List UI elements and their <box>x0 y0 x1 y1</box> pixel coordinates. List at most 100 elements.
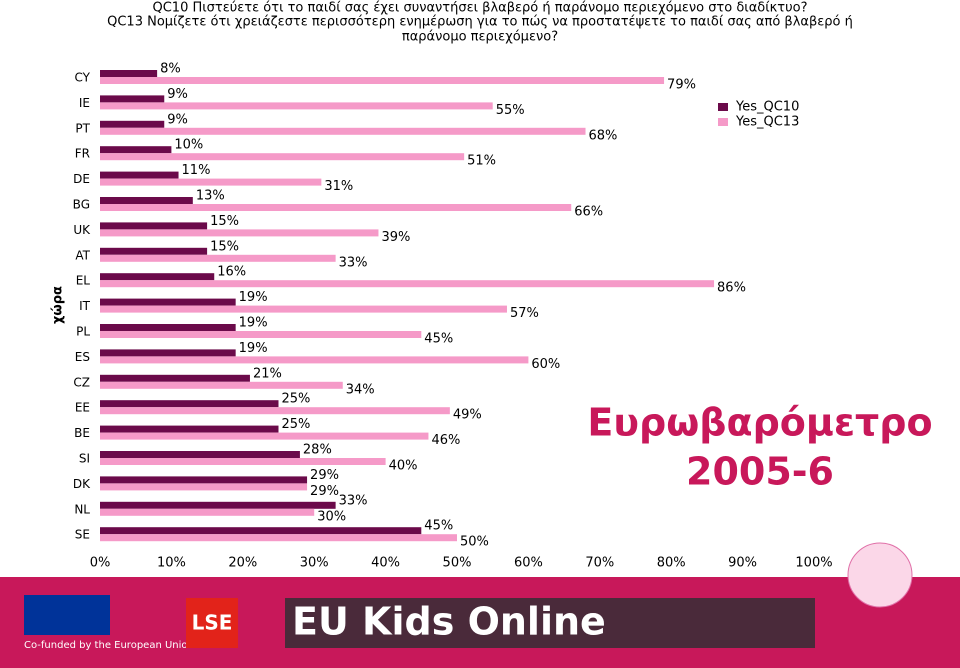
value-label: 29% <box>310 468 339 483</box>
y-tick-label: BG <box>73 198 90 212</box>
eu-flag <box>24 595 110 635</box>
bar <box>100 178 322 186</box>
bar <box>100 204 572 211</box>
bar <box>100 400 279 408</box>
bar <box>100 527 422 535</box>
bar <box>100 95 165 103</box>
legend-label: Yes_QC13 <box>735 115 799 130</box>
bar <box>100 305 507 313</box>
y-tick-label: IE <box>79 96 90 110</box>
y-tick-label: UK <box>73 223 91 237</box>
value-label: 29% <box>310 484 339 499</box>
bar <box>100 222 208 230</box>
y-tick-label: IT <box>79 299 91 313</box>
y-tick-label: EE <box>75 401 90 415</box>
bar <box>100 508 315 516</box>
bar <box>100 476 308 484</box>
x-tick-label: 60% <box>514 556 543 571</box>
value-label: 25% <box>282 417 311 432</box>
value-label: 21% <box>253 366 282 381</box>
bar <box>100 458 386 465</box>
lse-logo <box>186 598 238 648</box>
y-tick-label: NL <box>74 502 90 516</box>
x-tick-label: 80% <box>657 556 686 571</box>
value-label: 25% <box>282 392 311 407</box>
y-tick-label: FR <box>75 147 90 161</box>
y-tick-label: PL <box>76 325 90 339</box>
x-tick-label: 50% <box>443 556 472 571</box>
bar <box>100 298 236 306</box>
title-line: παράνομο περιεχόμενο? <box>402 30 558 45</box>
value-label: 45% <box>424 519 453 534</box>
eu-text: Co-funded by the European Union <box>24 640 194 651</box>
value-label: 79% <box>667 78 696 93</box>
y-tick-label: ES <box>75 350 90 364</box>
bar <box>100 381 343 389</box>
y-tick-label: BE <box>74 426 90 440</box>
bar <box>100 356 529 364</box>
bar <box>100 425 279 433</box>
bar <box>100 451 300 458</box>
value-label: 66% <box>574 205 603 220</box>
cartoon-girl <box>847 542 913 608</box>
bar <box>100 146 172 154</box>
brand-text: EU Kids Online <box>292 600 606 644</box>
x-tick-label: 0% <box>90 556 111 571</box>
bar <box>100 127 586 135</box>
bar <box>100 171 179 179</box>
bar <box>100 102 493 110</box>
value-label: 60% <box>531 357 560 372</box>
y-tick-label: DK <box>73 477 91 491</box>
value-label: 15% <box>210 214 239 229</box>
x-tick-label: 70% <box>585 556 614 571</box>
bar <box>100 501 336 509</box>
value-label: 68% <box>589 128 618 143</box>
value-label: 40% <box>389 459 418 474</box>
title-line: QC10 Πιστεύετε ότι το παιδί σας έχει συν… <box>153 1 808 16</box>
y-tick-label: PT <box>75 121 90 135</box>
legend-swatch <box>718 103 728 111</box>
y-tick-label: SI <box>79 452 90 466</box>
value-label: 51% <box>467 154 496 169</box>
value-label: 39% <box>381 230 410 245</box>
bar <box>100 374 250 382</box>
bar <box>100 70 158 77</box>
bar <box>100 432 429 440</box>
y-tick-label: CZ <box>73 375 90 389</box>
title-line: QC13 Νομίζετε ότι χρειάζεστε περισσότερη… <box>107 15 853 30</box>
y-tick-label: AT <box>75 248 90 262</box>
value-label: 19% <box>239 290 268 305</box>
bar <box>100 197 193 204</box>
value-label: 86% <box>717 281 746 296</box>
value-label: 11% <box>182 163 211 178</box>
y-tick-label: DE <box>73 172 90 186</box>
value-label: 46% <box>431 433 460 448</box>
value-label: 9% <box>167 112 188 127</box>
y-tick-label: SE <box>75 528 90 542</box>
bar <box>100 120 165 128</box>
value-label: 50% <box>460 535 489 550</box>
bar <box>100 324 236 331</box>
lse-text: LSE <box>192 611 233 635</box>
legend-label: Yes_QC10 <box>735 100 799 115</box>
brand-box <box>285 598 815 648</box>
x-tick-label: 20% <box>228 556 257 571</box>
legend-swatch <box>718 118 728 126</box>
bar <box>100 247 208 255</box>
x-tick-label: 30% <box>300 556 329 571</box>
value-label: 8% <box>160 62 181 77</box>
bar <box>100 331 422 338</box>
y-tick-label: CY <box>75 71 91 85</box>
bar <box>100 153 465 161</box>
value-label: 10% <box>174 138 203 153</box>
bar <box>100 77 665 84</box>
value-label: 31% <box>324 179 353 194</box>
bar <box>100 280 715 288</box>
value-label: 34% <box>346 382 375 397</box>
x-tick-label: 10% <box>157 556 186 571</box>
value-label: 49% <box>453 408 482 423</box>
value-label: 9% <box>167 87 188 102</box>
bar <box>100 407 450 415</box>
bar <box>100 254 336 262</box>
bar <box>100 273 215 281</box>
